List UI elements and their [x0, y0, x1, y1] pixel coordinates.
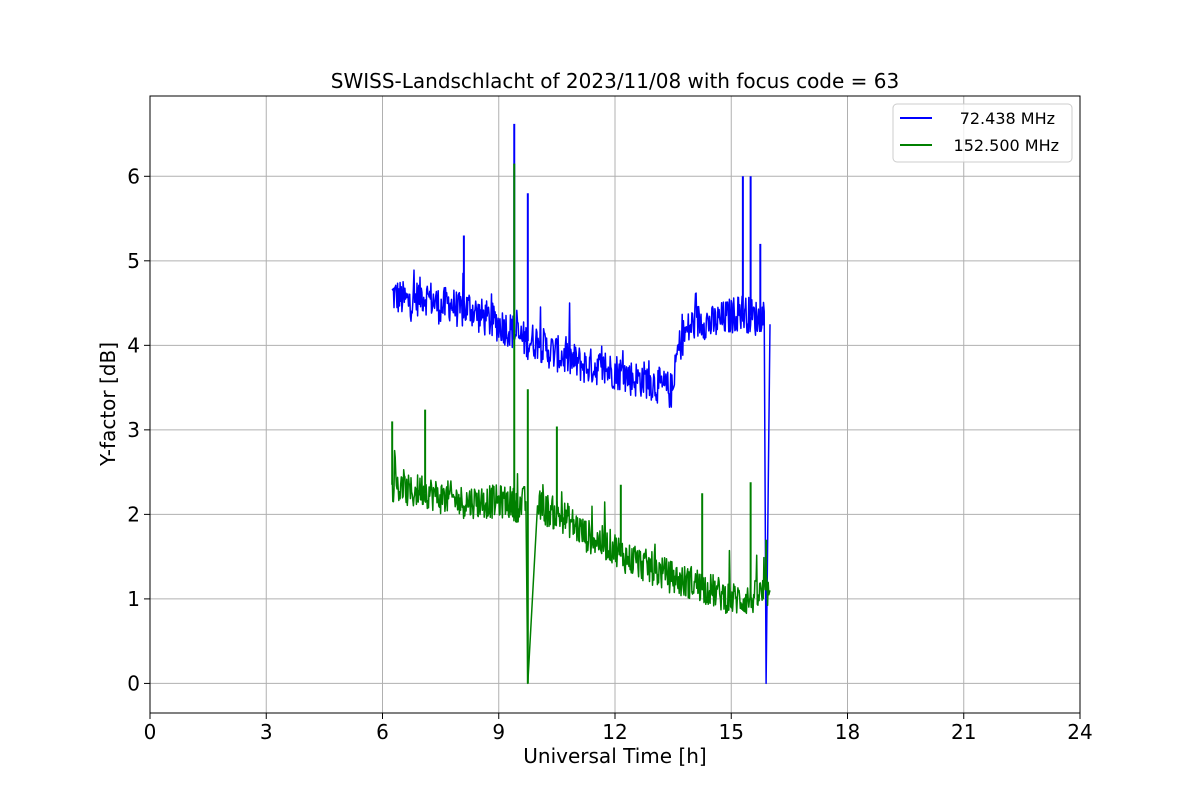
x-tick-label: 24	[1067, 720, 1092, 744]
series-2-line	[391, 449, 771, 685]
x-axis-title: Universal Time [h]	[523, 744, 706, 768]
x-tick-label: 9	[492, 720, 505, 744]
y-tick-label: 3	[127, 418, 140, 442]
x-tick-label: 18	[835, 720, 860, 744]
x-tick-label: 21	[951, 720, 976, 744]
y-tick-label: 2	[127, 502, 140, 526]
y-tick-label: 5	[127, 249, 140, 273]
y-tick-label: 6	[127, 164, 140, 188]
legend-label-series-2: 152.500 MHz	[954, 136, 1059, 155]
x-tick-label: 6	[376, 720, 389, 744]
y-tick-label: 4	[127, 333, 140, 357]
series-1-line	[391, 269, 771, 685]
series-layer	[391, 123, 771, 685]
y-tick-label: 0	[127, 671, 140, 695]
legend-label-series-1: 72.438 MHz	[960, 109, 1055, 128]
x-tick-label: 0	[144, 720, 157, 744]
y-axis-title: Y-factor [dB]	[96, 342, 120, 467]
y-tick-label: 1	[127, 587, 140, 611]
x-tick-label: 15	[719, 720, 744, 744]
legend-box	[892, 103, 1073, 163]
x-tick-label: 3	[260, 720, 273, 744]
series-2-group	[391, 163, 771, 685]
chart-title: SWISS-Landschlacht of 2023/11/08 with fo…	[331, 69, 899, 93]
legend: 72.438 MHz 152.500 MHz	[892, 103, 1073, 163]
x-tick-label: 12	[602, 720, 627, 744]
